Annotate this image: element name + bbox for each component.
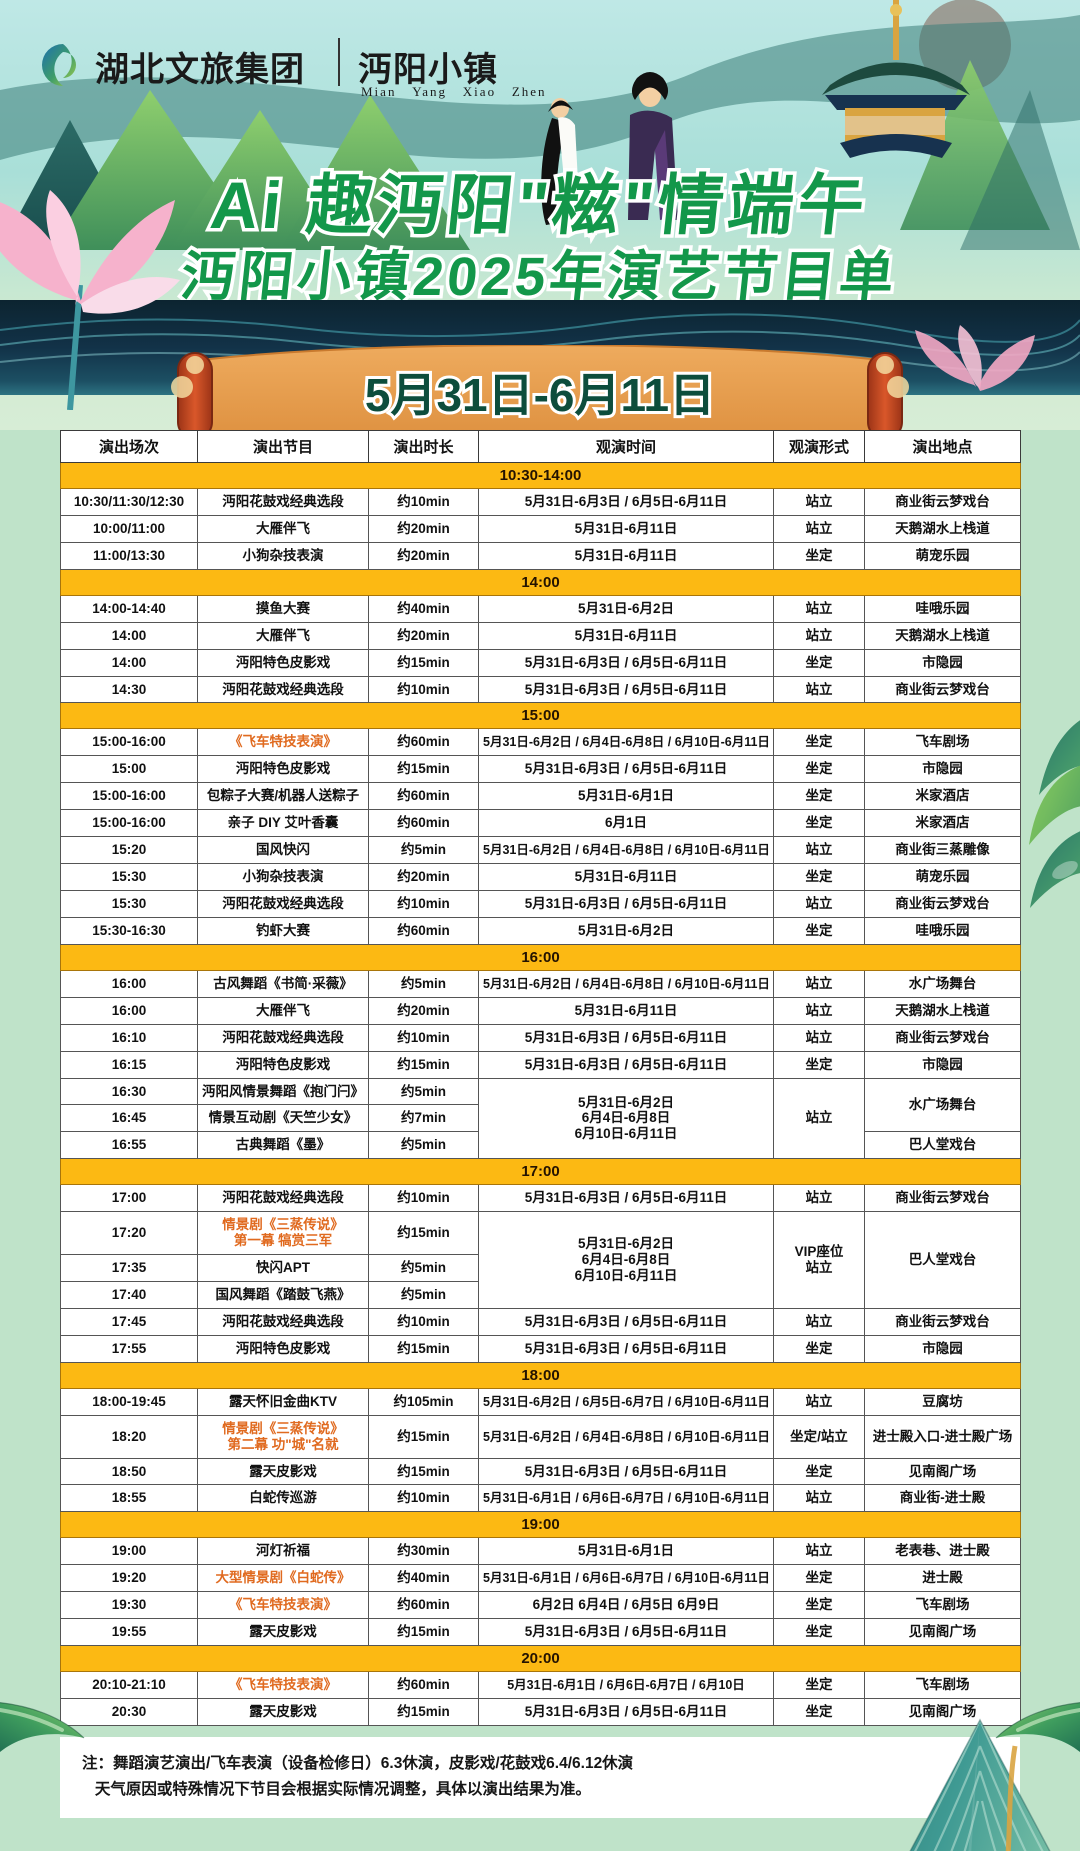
svg-text:5月31日-6月11日: 5月31日-6月11日 (365, 369, 715, 421)
